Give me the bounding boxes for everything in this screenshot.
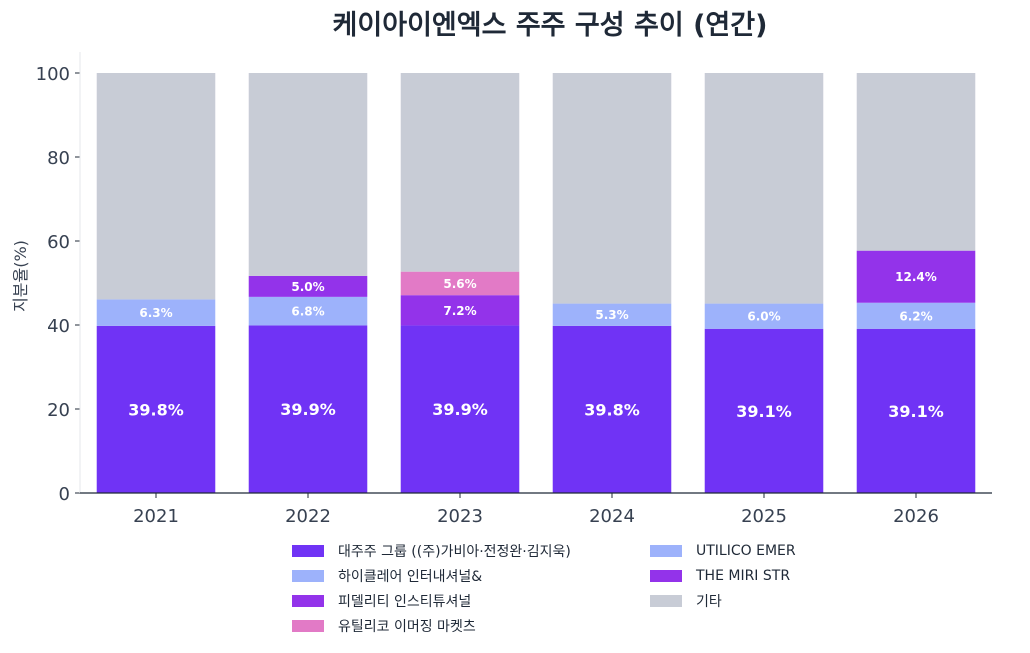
bar-segment [856, 73, 976, 251]
bar-data-label: 39.8% [584, 400, 640, 419]
bar-segment [248, 325, 368, 493]
bar-segment [552, 73, 672, 304]
legend-label: THE MIRI STR [696, 568, 791, 584]
bar-segment [704, 328, 824, 493]
chart-legend: 대주주 그룹 ((주)가비아·전정완·김지욱) 하이클레어 인터내셔널& 피델리티 … [292, 540, 852, 644]
x-tick-label: 2022 [285, 506, 331, 527]
legend-swatch [650, 570, 682, 582]
legend-label: 하이클레어 인터내셔널& [338, 569, 483, 585]
bar-segment [704, 303, 824, 329]
bar-data-label: 6.3% [139, 306, 172, 320]
bar-data-label: 39.9% [432, 400, 488, 419]
bar-data-label: 39.1% [888, 402, 944, 421]
y-tick-label: 0 [59, 484, 70, 505]
bar-segment [552, 325, 672, 493]
bar-segment [400, 73, 520, 272]
legend-item: 기타 [650, 590, 722, 612]
y-tick-label: 40 [47, 316, 70, 337]
y-axis-ticks: 0 20 40 60 80 100 [36, 64, 80, 505]
x-tick-label: 2021 [133, 506, 179, 527]
x-axis-ticks: 2021 2022 2023 2024 2025 2026 [133, 493, 939, 527]
bar-data-label: 6.2% [899, 309, 932, 323]
bar-segment [248, 73, 368, 276]
legend-label: 유틸리코 이머징 마켓츠 [338, 619, 476, 635]
bar-segment [704, 73, 824, 304]
bar-segment [552, 303, 672, 326]
bar-segment [400, 295, 520, 326]
bar-data-label: 12.4% [895, 270, 937, 284]
legend-swatch [292, 545, 324, 557]
legend-swatch [292, 570, 324, 582]
bar-segment [248, 275, 368, 297]
bar-segment [400, 325, 520, 493]
legend-item: 하이클레어 인터내셔널& [292, 565, 482, 587]
bar-segment [856, 328, 976, 493]
legend-swatch [650, 545, 682, 557]
legend-item: UTILICO EMER [650, 540, 796, 562]
bar-data-label: 5.0% [291, 280, 324, 294]
bar-data-label: 39.9% [280, 400, 336, 419]
bar-data-label: 5.6% [443, 277, 476, 291]
legend-label: UTILICO EMER [696, 543, 796, 559]
legend-item: 피델리티 인스티튜셔널 [292, 590, 471, 612]
y-axis-label: 지분율(%) [11, 240, 30, 312]
bar-data-label: 6.0% [747, 310, 780, 324]
bar-segment [96, 325, 216, 493]
y-tick-label: 80 [47, 148, 70, 169]
y-tick-label: 60 [47, 232, 70, 253]
chart-title: 케이아이엔엑스 주주 구성 추이 (연간) [333, 10, 768, 41]
bar-segment [856, 302, 976, 329]
legend-item: THE MIRI STR [650, 565, 790, 587]
legend-item: 대주주 그룹 ((주)가비아·전정완·김지욱) [292, 540, 571, 562]
bar-segment [96, 299, 216, 326]
x-tick-label: 2026 [893, 506, 939, 527]
bar-data-label: 39.1% [736, 402, 792, 421]
bar-segment [856, 250, 976, 303]
bar-segment [400, 271, 520, 296]
legend-swatch [292, 620, 324, 632]
bar-data-label: 6.8% [291, 305, 324, 319]
x-tick-label: 2023 [437, 506, 483, 527]
legend-label: 기타 [696, 594, 722, 610]
legend-swatch [650, 595, 682, 607]
legend-label: 대주주 그룹 ((주)가비아·전정완·김지욱) [338, 544, 571, 560]
bar-segment [248, 296, 368, 326]
bars-group: 39.8% 6.3% 39.9% 6.8% 5.0% 39.9% 7.2% 5.6% 39.8%… [96, 73, 976, 493]
y-tick-label: 20 [47, 400, 70, 421]
y-tick-label: 100 [36, 64, 70, 85]
x-tick-label: 2024 [589, 506, 635, 527]
bar-segment [96, 73, 216, 300]
x-tick-label: 2025 [741, 506, 787, 527]
legend-swatch [292, 595, 324, 607]
bar-data-label: 7.2% [443, 304, 476, 318]
bar-data-label: 5.3% [595, 308, 628, 322]
bar-data-label: 39.8% [128, 400, 184, 419]
legend-item: 유틸리코 이머징 마켓츠 [292, 615, 476, 637]
legend-label: 피델리티 인스티튜셔널 [338, 594, 472, 610]
